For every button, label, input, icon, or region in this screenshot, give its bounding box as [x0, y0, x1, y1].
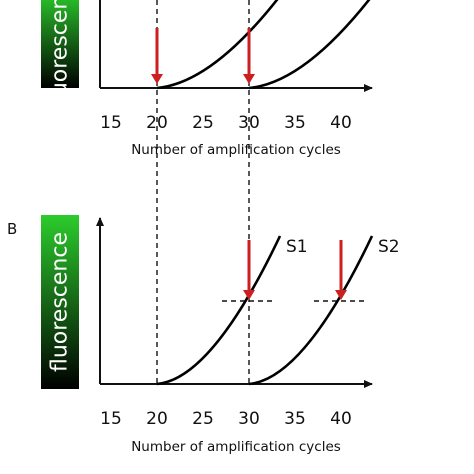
y-axis-label: fluorescence — [48, 232, 73, 372]
amplification-curve — [248, 235, 374, 386]
amplification-curve — [156, 0, 279, 90]
red-arrow-head — [335, 290, 347, 300]
red-arrow-head — [243, 74, 255, 84]
red-arrow-head — [243, 290, 255, 300]
fluorescence-label-band — [41, 215, 79, 389]
panel-b: fluorescence B 15 20 25 30 35 40 Number of ampli… — [7, 215, 400, 455]
amplification-curve — [156, 235, 282, 386]
x-tick-label: 15 — [100, 409, 122, 429]
x-tick-label: 40 — [330, 113, 352, 133]
x-tick-label: 35 — [284, 113, 306, 133]
y-axis-label: fluorescence — [48, 0, 73, 110]
panel-a: fluorescence 15 20 25 30 35 40 Number of amplif… — [41, 0, 373, 158]
x-tick-label: 40 — [330, 409, 352, 429]
fluorescence-label-band — [41, 0, 79, 88]
x-tick-label: 25 — [192, 409, 214, 429]
x-tick-label: 30 — [238, 113, 260, 133]
x-axis-label: Number of amplification cycles — [131, 142, 341, 158]
x-tick-label: 20 — [146, 113, 168, 133]
red-arrow-head — [151, 74, 163, 84]
x-tick-label: 15 — [100, 113, 122, 133]
x-tick-label: 30 — [238, 409, 260, 429]
x-tick-label: 20 — [146, 409, 168, 429]
panel-label: B — [7, 220, 17, 238]
x-tick-label: 35 — [284, 409, 306, 429]
vertical-guide-lines — [156, 0, 250, 386]
x-tick-label: 25 — [192, 113, 214, 133]
series-label: S2 — [378, 237, 400, 257]
x-axis-label: Number of amplification cycles — [131, 439, 341, 455]
amplification-curve — [248, 0, 371, 90]
series-label: S1 — [286, 237, 308, 257]
